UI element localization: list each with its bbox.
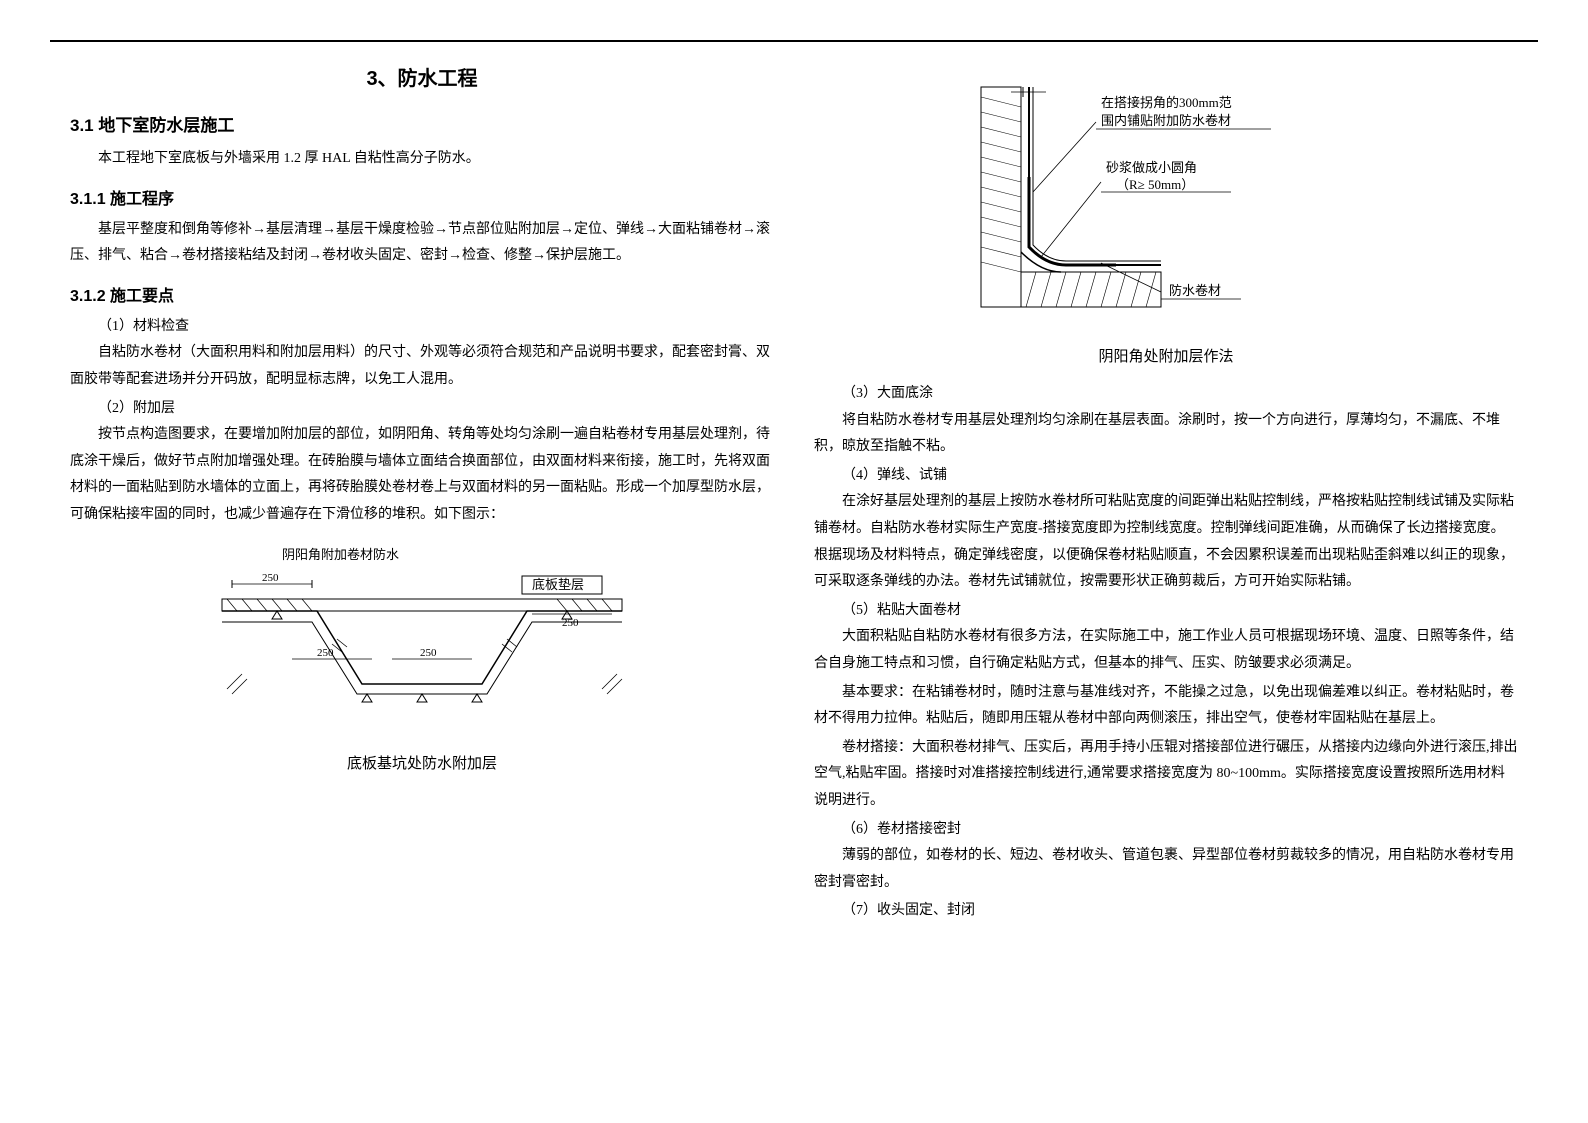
fig2-note1-line1: 在搭接拐角的300mm范: [1101, 95, 1232, 110]
point-2-body: 按节点构造图要求，在要增加附加层的部位，如阴阳角、转角等处均匀涂刷一遍自粘卷材专…: [70, 422, 774, 528]
point-5-body3: 卷材搭接：大面积卷材排气、压实后，再用手持小压辊对搭接部位进行碾压，从搭接内边缘…: [814, 735, 1518, 815]
fig2-note2b: （R≥ 50mm）: [1116, 177, 1194, 192]
fig1-dim-1: 250: [262, 572, 279, 584]
point-4-label: （4）弹线、试铺: [814, 463, 1518, 490]
heading-3-1-2: 3.1.2 施工要点: [70, 282, 774, 306]
figure-2: 在搭接拐角的300mm范 围内铺贴附加防水卷材 砂浆做成小圆角 （R≥ 50mm…: [814, 77, 1518, 366]
fig2-note1-line2: 围内铺贴附加防水卷材: [1101, 113, 1231, 128]
body-3-1-1: 基层平整度和倒角等修补→基层清理→基层干燥度检验→节点部位贴附加层→定位、弹线→…: [70, 217, 774, 270]
heading-3-1-1: 3.1.1 施工程序: [70, 185, 774, 209]
main-title: 3、防水工程: [70, 62, 774, 91]
right-column: 在搭接拐角的300mm范 围内铺贴附加防水卷材 砂浆做成小圆角 （R≥ 50mm…: [794, 40, 1538, 1083]
fig2-note2: 砂浆做成小圆角: [1106, 160, 1197, 175]
point-2-label: （2）附加层: [70, 396, 774, 423]
point-5-body1: 大面积粘贴自粘防水卷材有很多方法，在实际施工中，施工作业人员可根据现场环境、温度…: [814, 624, 1518, 677]
point-3-body: 将自粘防水卷材专用基层处理剂均匀涂刷在基层表面。涂刷时，按一个方向进行，厚薄均匀…: [814, 408, 1518, 461]
figure-2-caption: 阴阳角处附加层作法: [814, 345, 1518, 366]
fig1-label-left: 阴阳角附加卷材防水: [282, 547, 399, 562]
point-5-body2: 基本要求：在粘铺卷材时，随时注意与基准线对齐，不能操之过急，以免出现偏差难以纠正…: [814, 680, 1518, 733]
figure-1: 阴阳角附加卷材防水 底板垫层 250 250 250: [70, 544, 774, 773]
point-1-body: 自粘防水卷材（大面积用料和附加层用料）的尺寸、外观等必须符合规范和产品说明书要求…: [70, 340, 774, 393]
fig1-label-right: 底板垫层: [532, 577, 584, 592]
point-1-label: （1）材料检查: [70, 314, 774, 341]
point-6-label: （6）卷材搭接密封: [814, 817, 1518, 844]
fig2-note3: 防水卷材: [1169, 283, 1221, 298]
point-4-body: 在涂好基层处理剂的基层上按防水卷材所可粘贴宽度的间距弹出粘贴控制线，严格按粘贴控…: [814, 489, 1518, 595]
left-column: 3、防水工程 3.1 地下室防水层施工 本工程地下室底板与外墙采用 1.2 厚 …: [50, 40, 794, 1083]
intro-3-1: 本工程地下室底板与外墙采用 1.2 厚 HAL 自粘性高分子防水。: [70, 146, 774, 173]
fig1-dim-3: 250: [317, 647, 334, 659]
figure-1-caption: 底板基坑处防水附加层: [70, 752, 774, 773]
point-3-label: （3）大面底涂: [814, 381, 1518, 408]
fig1-dim-4: 250: [420, 647, 437, 659]
point-6-body: 薄弱的部位，如卷材的长、短边、卷材收头、管道包裹、异型部位卷材剪裁较多的情况，用…: [814, 843, 1518, 896]
point-7-label: （7）收头固定、封闭: [814, 898, 1518, 925]
heading-3-1: 3.1 地下室防水层施工: [70, 111, 774, 136]
point-5-label: （5）粘贴大面卷材: [814, 598, 1518, 625]
